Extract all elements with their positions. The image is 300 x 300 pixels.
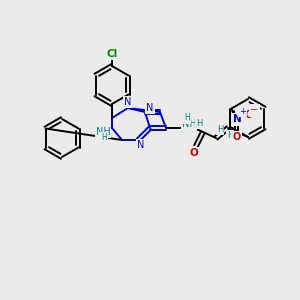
Text: O: O [244,110,253,121]
Text: H: H [217,124,223,134]
Text: O: O [190,148,198,158]
Text: NH: NH [182,119,196,129]
Text: +: + [239,107,246,116]
Text: −: − [250,106,259,116]
Text: O: O [232,133,241,142]
Text: H: H [101,134,107,142]
Text: H: H [227,131,233,140]
Text: N: N [124,97,132,107]
Text: H: H [196,118,202,127]
Text: N: N [233,115,242,124]
Text: H: H [184,113,190,122]
Text: NH: NH [96,127,110,137]
Text: N: N [137,140,145,150]
Text: Cl: Cl [106,49,118,59]
Text: N: N [146,103,154,113]
